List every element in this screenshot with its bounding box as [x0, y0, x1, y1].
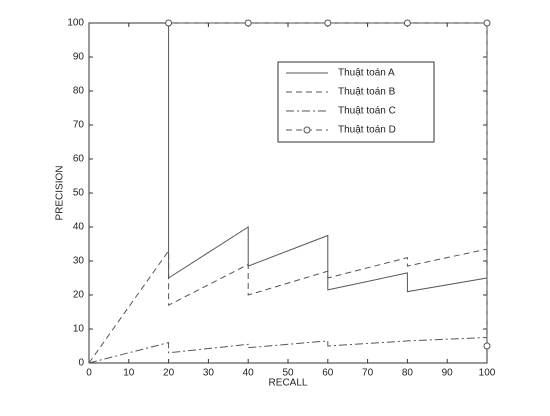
legend-label: Thuật toán B	[338, 87, 396, 98]
x-tick-label: 30	[203, 368, 215, 379]
point-marker	[324, 19, 332, 27]
y-tick-label: 50	[73, 188, 85, 199]
x-tick-label: 80	[402, 368, 414, 379]
x-tick-label: 70	[362, 368, 374, 379]
y-tick-label: 60	[73, 154, 85, 165]
legend-label: Thuật toán A	[338, 68, 395, 79]
point-marker	[165, 19, 173, 27]
y-tick-label: 70	[73, 120, 85, 131]
series-line	[168, 23, 488, 293]
y-tick-label: 40	[73, 222, 85, 233]
series-line	[168, 22, 488, 346]
y-tick-label: 0	[78, 358, 84, 369]
x-tick-label: 0	[86, 368, 92, 379]
series-line	[88, 248, 488, 364]
legend-marker	[303, 126, 311, 134]
y-tick-label: 90	[73, 52, 85, 63]
y-tick-label: 100	[67, 18, 84, 29]
x-tick-label: 20	[163, 368, 175, 379]
x-tick-label: 100	[479, 368, 496, 379]
y-tick-label: 30	[73, 256, 85, 267]
x-tick-label: 10	[123, 368, 135, 379]
x-tick-label: 60	[322, 368, 334, 379]
x-tick-label: 90	[442, 368, 454, 379]
point-marker	[244, 19, 252, 27]
y-axis-label: PRECISION	[55, 165, 66, 220]
x-tick-label: 50	[282, 368, 294, 379]
x-axis-label: RECALL	[269, 378, 308, 389]
series-line	[88, 337, 488, 364]
y-tick-label: 80	[73, 86, 85, 97]
y-tick-label: 10	[73, 324, 85, 335]
legend-label: Thuật toán D	[338, 125, 396, 136]
x-tick-label: 40	[243, 368, 255, 379]
point-marker	[483, 19, 491, 27]
y-tick-label: 20	[73, 290, 85, 301]
point-marker	[403, 19, 411, 27]
point-marker	[483, 342, 491, 350]
legend-label: Thuật toán C	[338, 106, 396, 117]
